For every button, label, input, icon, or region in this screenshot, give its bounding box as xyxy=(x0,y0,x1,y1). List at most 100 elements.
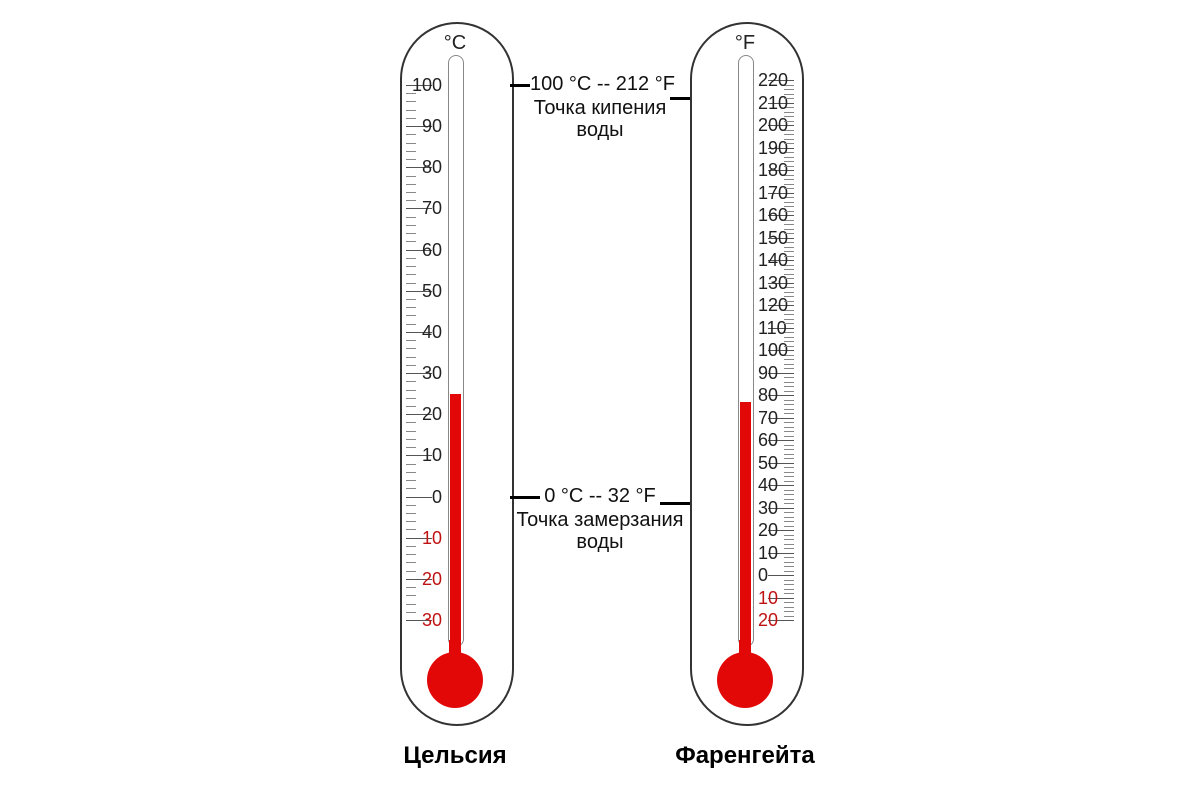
fahrenheit-tick xyxy=(784,323,794,324)
fahrenheit-scale-number: 0 xyxy=(758,565,802,586)
celsius-scale-number: 30 xyxy=(398,610,442,631)
fahrenheit-scale-number: 150 xyxy=(758,228,802,249)
reference-line xyxy=(510,84,530,87)
fahrenheit-tick xyxy=(784,98,794,99)
reference-line xyxy=(660,502,690,505)
reference-sublabel: Точка кипения xyxy=(490,97,710,120)
reference-line xyxy=(510,496,540,499)
fahrenheit-tick xyxy=(784,251,794,252)
celsius-tick xyxy=(406,406,416,407)
celsius-tick xyxy=(406,390,416,391)
fahrenheit-scale-number: 20 xyxy=(758,520,802,541)
fahrenheit-bulb xyxy=(717,652,773,708)
celsius-scale-number: 20 xyxy=(398,404,442,425)
celsius-tick xyxy=(406,529,416,530)
celsius-tick xyxy=(406,439,416,440)
fahrenheit-scale-number: 80 xyxy=(758,385,802,406)
celsius-tick xyxy=(406,118,416,119)
fahrenheit-tick xyxy=(784,571,794,572)
fahrenheit-scale-number: 130 xyxy=(758,273,802,294)
fahrenheit-fluid xyxy=(740,402,751,645)
fahrenheit-tick xyxy=(784,256,794,257)
fahrenheit-tick xyxy=(784,544,794,545)
celsius-tick xyxy=(406,315,416,316)
fahrenheit-tick xyxy=(784,454,794,455)
fahrenheit-unit-label: °F xyxy=(715,32,775,55)
celsius-tick xyxy=(406,348,416,349)
celsius-scale-number: 30 xyxy=(398,363,442,384)
fahrenheit-tick xyxy=(784,458,794,459)
fahrenheit-scale-number: 10 xyxy=(758,543,802,564)
fahrenheit-tick xyxy=(784,319,794,320)
fahrenheit-tick xyxy=(784,611,794,612)
fahrenheit-scale-number: 20 xyxy=(758,610,802,631)
fahrenheit-tick xyxy=(784,548,794,549)
fahrenheit-tick xyxy=(784,94,794,95)
celsius-tick xyxy=(406,398,416,399)
fahrenheit-tick xyxy=(784,161,794,162)
fahrenheit-tick xyxy=(784,188,794,189)
fahrenheit-tick xyxy=(784,589,794,590)
fahrenheit-scale-number: 170 xyxy=(758,183,802,204)
celsius-tick xyxy=(406,101,416,102)
reference-label: 0 °C -- 32 °F xyxy=(540,485,660,508)
celsius-tick xyxy=(406,233,416,234)
reference-label: 100 °C -- 212 °F xyxy=(530,73,670,96)
fahrenheit-scale-number: 100 xyxy=(758,340,802,361)
celsius-tick xyxy=(406,521,416,522)
fahrenheit-tick xyxy=(784,521,794,522)
reference-sublabel: Точка замерзания xyxy=(490,509,710,532)
celsius-tick xyxy=(406,307,416,308)
fahrenheit-tick xyxy=(784,233,794,234)
fahrenheit-tick xyxy=(784,229,794,230)
celsius-scale-number: 20 xyxy=(398,569,442,590)
celsius-tick xyxy=(406,143,416,144)
fahrenheit-tick xyxy=(784,391,794,392)
celsius-tick xyxy=(406,110,416,111)
celsius-tick xyxy=(406,283,416,284)
celsius-scale-number: 50 xyxy=(398,281,442,302)
fahrenheit-scale-number: 40 xyxy=(758,475,802,496)
fahrenheit-tick xyxy=(784,409,794,410)
celsius-unit-label: °C xyxy=(425,32,485,55)
celsius-tick xyxy=(406,151,416,152)
fahrenheit-tick xyxy=(784,499,794,500)
celsius-scale-number: 70 xyxy=(398,198,442,219)
celsius-tick xyxy=(406,480,416,481)
fahrenheit-scale-number: 200 xyxy=(758,115,802,136)
fahrenheit-tick xyxy=(784,184,794,185)
fahrenheit-scale-number: 10 xyxy=(758,588,802,609)
reference-sublabel: воды xyxy=(490,531,710,554)
celsius-tick xyxy=(406,513,416,514)
fahrenheit-tick xyxy=(784,368,794,369)
celsius-tick xyxy=(406,595,416,596)
fahrenheit-tick xyxy=(784,386,794,387)
fahrenheit-tick xyxy=(784,436,794,437)
fahrenheit-tick xyxy=(784,566,794,567)
fahrenheit-name-label: Фаренгейта xyxy=(660,742,830,770)
fahrenheit-scale-number: 180 xyxy=(758,160,802,181)
fahrenheit-tick xyxy=(784,143,794,144)
fahrenheit-tick xyxy=(784,206,794,207)
celsius-tick xyxy=(406,192,416,193)
fahrenheit-scale-number: 140 xyxy=(758,250,802,271)
celsius-tick xyxy=(406,159,416,160)
celsius-name-label: Цельсия xyxy=(370,742,540,770)
fahrenheit-tick xyxy=(784,616,794,617)
fahrenheit-tick xyxy=(784,211,794,212)
fahrenheit-tick xyxy=(784,139,794,140)
fahrenheit-scale-number: 220 xyxy=(758,70,802,91)
celsius-scale-number: 40 xyxy=(398,322,442,343)
celsius-tick xyxy=(406,612,416,613)
fahrenheit-tick xyxy=(784,526,794,527)
fahrenheit-tick xyxy=(784,278,794,279)
fahrenheit-tick xyxy=(784,274,794,275)
fahrenheit-tick xyxy=(784,121,794,122)
fahrenheit-tick xyxy=(784,341,794,342)
fahrenheit-scale-number: 110 xyxy=(758,318,802,339)
fahrenheit-tick xyxy=(784,296,794,297)
fahrenheit-tick xyxy=(784,431,794,432)
celsius-tick xyxy=(406,225,416,226)
reference-sublabel: воды xyxy=(490,119,710,142)
fahrenheit-tick xyxy=(784,593,794,594)
